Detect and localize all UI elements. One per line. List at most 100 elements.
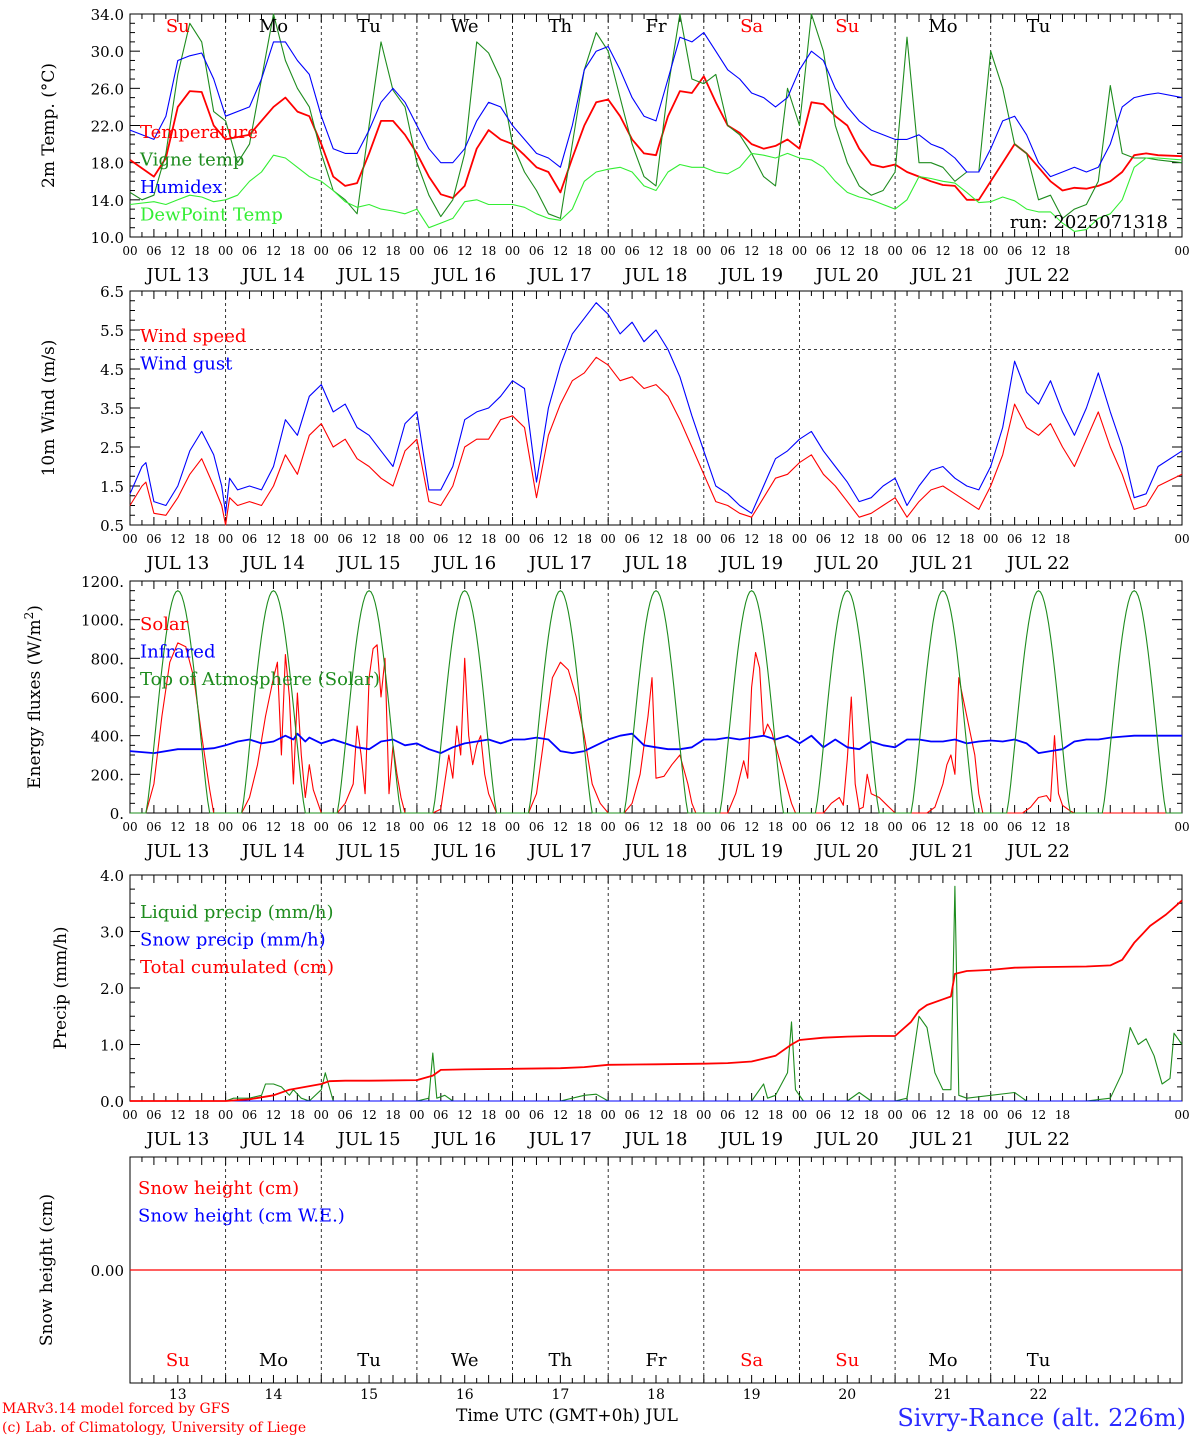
hour-tick-label: 06 [242,1108,257,1122]
date-label: JUL 20 [814,841,879,862]
date-label: JUL 19 [718,1129,783,1150]
hour-tick-label: 12 [1031,820,1046,834]
legend-vigne-temp: Vigne temp [139,150,244,171]
y-axis-label: Energy fluxes (W/m2) [22,605,45,789]
hour-tick-label: 00 [505,244,520,258]
hour-tick-label: 06 [146,244,161,258]
y-tick-label: 18.0 [91,155,124,173]
hour-tick-label: 12 [840,1108,855,1122]
hour-tick-label: 06 [1007,820,1022,834]
hour-tick-label: 00 [505,532,520,546]
hour-tick-label: 18 [864,532,879,546]
date-label: JUL 18 [623,841,688,862]
series-temperature [129,75,1183,201]
hour-tick-label: 18 [959,1108,974,1122]
hour-tick-label: 06 [338,820,353,834]
hour-tick-label: 00 [218,532,233,546]
day-number-label: 20 [838,1387,856,1403]
hour-tick-label: 00 [1174,532,1189,546]
hour-tick-label: 12 [840,820,855,834]
hour-tick-label: 06 [720,244,735,258]
hour-tick-label: 06 [433,1108,448,1122]
day-name-label: We [451,1350,479,1371]
hour-tick-label: 12 [935,244,950,258]
hour-tick-label: 00 [696,1108,711,1122]
hour-tick-label: 00 [218,820,233,834]
hour-tick-label: 06 [146,1108,161,1122]
hour-tick-label: 12 [935,820,950,834]
hour-tick-label: 06 [529,244,544,258]
hour-tick-label: 00 [1174,244,1189,258]
hour-tick-label: 18 [959,820,974,834]
series-solar [130,642,1182,814]
hour-tick-label: 12 [266,244,281,258]
y-tick-label: 1.5 [100,478,124,496]
hour-tick-label: 06 [624,532,639,546]
y-tick-label: 5.5 [100,322,124,340]
date-label: JUL 14 [240,841,305,862]
hour-tick-label: 12 [744,1108,759,1122]
hour-tick-label: 18 [481,1108,496,1122]
time-axis-title: Time UTC (GMT+0h) JUL [456,1406,678,1426]
day-name-label: We [451,16,479,37]
hour-tick-label: 12 [266,532,281,546]
day-name-label: Fr [645,1350,666,1371]
hour-tick-label: 12 [266,1108,281,1122]
date-label: JUL 19 [718,265,783,286]
hour-tick-label: 00 [887,532,902,546]
hour-tick-label: 18 [1055,244,1070,258]
hour-tick-label: 18 [864,244,879,258]
hour-tick-label: 00 [314,820,329,834]
day-name-label: Sa [740,16,763,37]
hour-tick-label: 06 [816,244,831,258]
date-label: JUL 14 [240,1129,305,1150]
hour-tick-label: 12 [170,820,185,834]
y-tick-label: 600. [91,689,124,707]
y-axis-label: 2m Temp. (°C) [39,63,59,188]
panel-frame [129,290,1183,526]
series-infrared [129,732,1182,754]
date-label: JUL 22 [1005,841,1070,862]
hour-tick-label: 18 [481,244,496,258]
hour-tick-label: 06 [433,532,448,546]
hour-tick-label: 12 [457,820,472,834]
hour-tick-label: 12 [648,244,663,258]
day-number-label: 15 [360,1387,378,1403]
hour-tick-label: 00 [696,820,711,834]
y-tick-label: 800. [91,650,124,668]
hour-tick-label: 12 [361,1108,376,1122]
hour-tick-label: 18 [959,532,974,546]
hour-tick-label: 18 [481,820,496,834]
series-wind-gust [129,302,1183,514]
day-number-label: 21 [934,1387,952,1403]
series-vigne-temp [129,13,1183,219]
hour-tick-label: 06 [146,820,161,834]
hour-tick-label: 06 [720,820,735,834]
hour-tick-label: 00 [314,1108,329,1122]
date-label: JUL 18 [623,553,688,574]
hour-tick-label: 18 [1055,532,1070,546]
hour-tick-label: 12 [648,1108,663,1122]
y-tick-label: 3.5 [100,400,124,418]
date-label: JUL 20 [814,265,879,286]
panel-wind: 0.5 1.5 2.5 3.5 4.5 5.5 6.5 10m Wind (m/s) Wind … [39,283,1190,574]
series-dewpoint-temp [129,152,1183,232]
superscript: 2 [22,612,36,620]
hour-tick-label: 12 [744,244,759,258]
y-tick-label: 200. [91,766,124,784]
date-label: JUL 15 [336,265,401,286]
hour-tick-label: 06 [911,244,926,258]
hour-tick-label: 12 [648,820,663,834]
hour-tick-label: 06 [911,1108,926,1122]
day-name-label: Tu [1027,16,1051,37]
hour-tick-label: 18 [864,820,879,834]
y-tick-label: 22.0 [91,118,124,136]
date-label: JUL 20 [814,1129,879,1150]
hour-tick-label: 06 [624,244,639,258]
series-total-cumulated-cm- [130,899,1183,1102]
hour-tick-label: 06 [911,532,926,546]
day-name-label: Mo [259,16,288,37]
y-tick-label: 26.0 [91,80,124,98]
hour-tick-label: 12 [935,532,950,546]
date-label: JUL 15 [336,1129,401,1150]
